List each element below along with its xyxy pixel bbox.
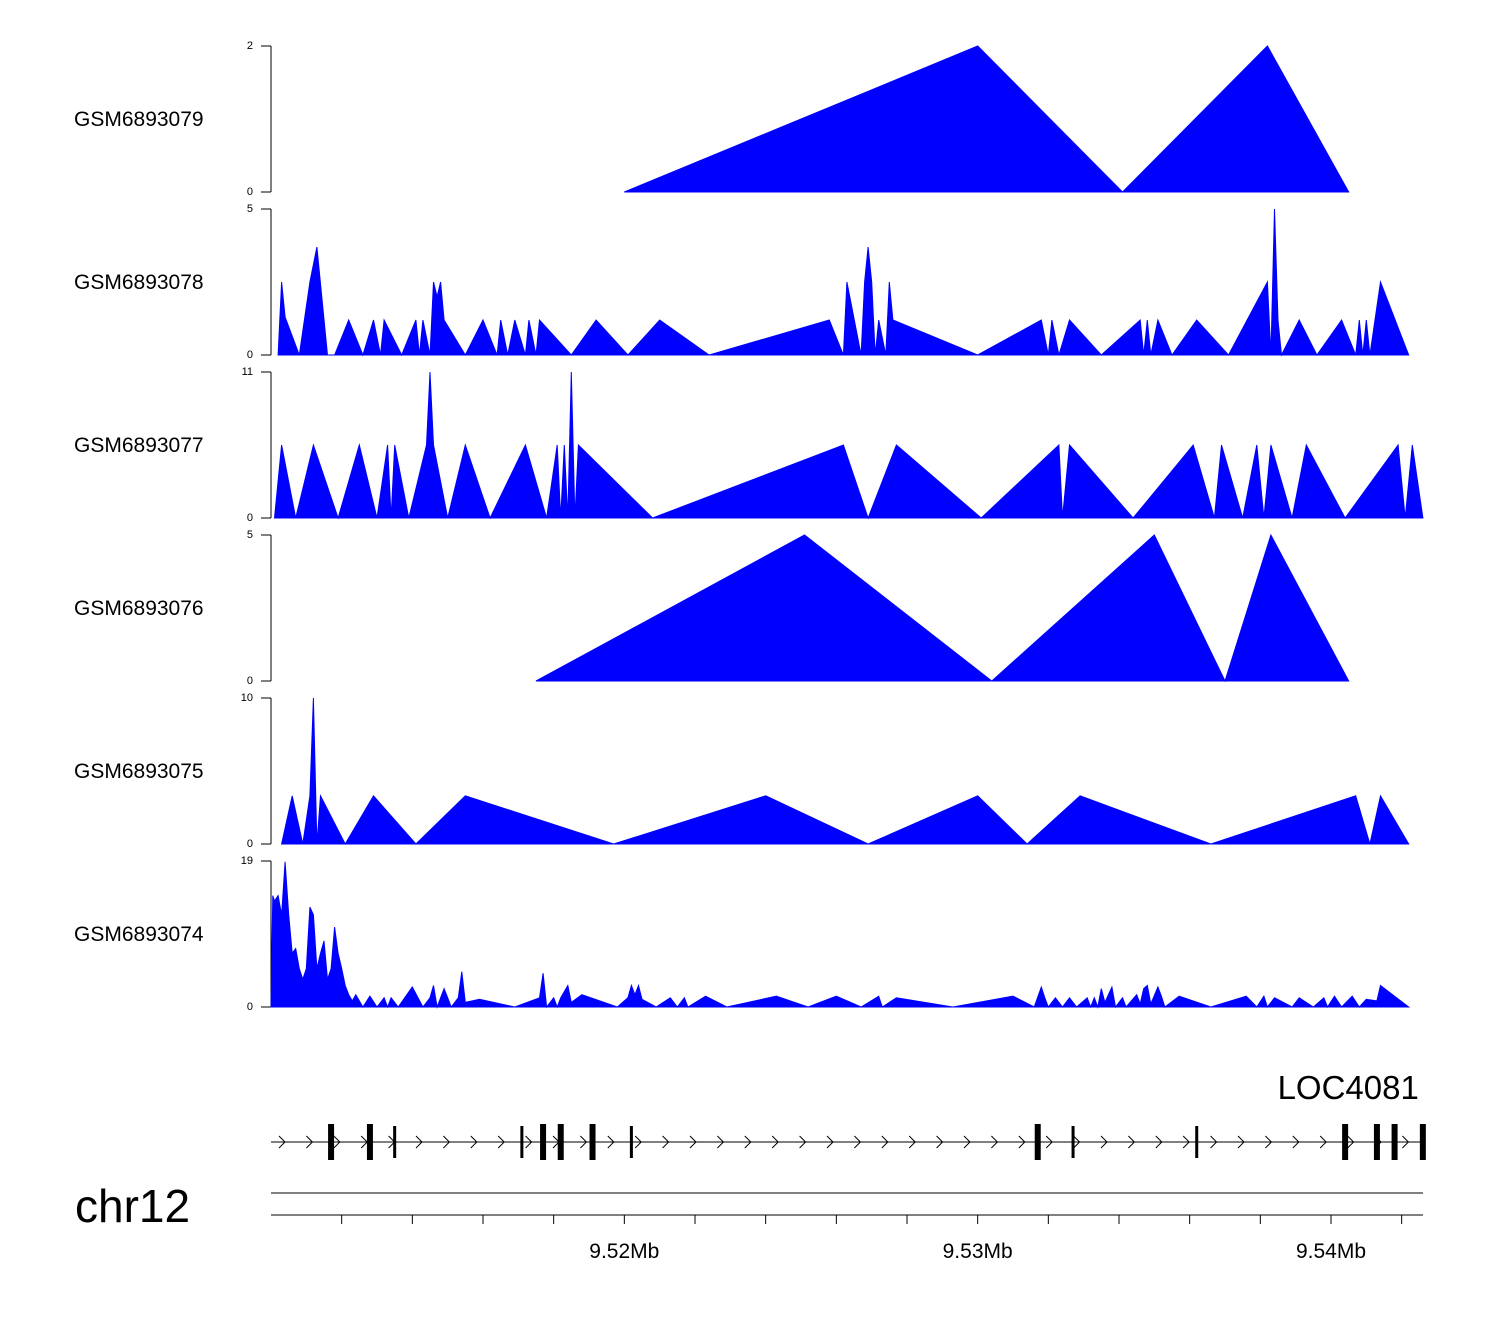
gene-name-label: LOC4081 bbox=[1278, 1069, 1419, 1106]
coverage-area-GSM6893079 bbox=[624, 45, 1350, 193]
chromosome-axis: chr12 9.52Mb 9.53Mb 9.54Mb bbox=[75, 1180, 1423, 1263]
track-GSM6893077: GSM6893077 11 0 bbox=[74, 366, 1424, 524]
strand-arrow bbox=[771, 1135, 779, 1149]
strand-arrow bbox=[1402, 1135, 1410, 1149]
exon bbox=[328, 1124, 335, 1160]
coverage-area-GSM6893076 bbox=[535, 533, 1350, 683]
gene-track: LOC4081 bbox=[271, 1069, 1426, 1160]
y-axis-min-label: 0 bbox=[247, 349, 253, 361]
strand-arrow bbox=[963, 1135, 971, 1149]
track-GSM6893078: GSM6893078 5 0 bbox=[74, 203, 1410, 361]
exon bbox=[589, 1124, 596, 1160]
y-axis-max-label: 2 bbox=[247, 40, 253, 52]
exon bbox=[366, 1124, 373, 1160]
strand-arrow bbox=[1237, 1135, 1245, 1149]
exon bbox=[1342, 1124, 1349, 1160]
strand-arrow bbox=[662, 1135, 670, 1149]
exon bbox=[1034, 1124, 1041, 1160]
coverage-area-GSM6893075 bbox=[280, 697, 1410, 846]
coverage-area-GSM6893077 bbox=[273, 371, 1424, 520]
strand-arrow bbox=[607, 1135, 615, 1149]
exon bbox=[1391, 1124, 1398, 1160]
coverage-area-GSM6893078 bbox=[277, 208, 1410, 357]
strand-arrow bbox=[525, 1135, 533, 1149]
strand-arrow bbox=[1100, 1135, 1108, 1149]
exon bbox=[393, 1126, 397, 1158]
strand-arrow bbox=[799, 1135, 807, 1149]
strand-arrow bbox=[908, 1135, 916, 1149]
strand-arrow bbox=[936, 1135, 944, 1149]
strand-arrow bbox=[991, 1135, 999, 1149]
y-axis-max-label: 11 bbox=[242, 366, 253, 378]
y-axis-min-label: 0 bbox=[247, 675, 253, 687]
strand-arrow bbox=[443, 1135, 451, 1149]
y-axis-min-label: 0 bbox=[247, 838, 253, 850]
y-axis-max-label: 5 bbox=[247, 203, 253, 215]
strand-arrow bbox=[744, 1135, 752, 1149]
strand-arrow bbox=[634, 1135, 642, 1149]
strand-arrow bbox=[1155, 1135, 1163, 1149]
strand-arrow bbox=[306, 1135, 314, 1149]
strand-arrow bbox=[881, 1135, 889, 1149]
exon bbox=[520, 1126, 524, 1158]
track-GSM6893074: GSM6893074 19 0 bbox=[74, 855, 1411, 1013]
strand-arrow bbox=[278, 1135, 286, 1149]
strand-arrow bbox=[689, 1135, 697, 1149]
exon bbox=[1071, 1126, 1075, 1158]
track-label: GSM6893079 bbox=[74, 108, 204, 131]
strand-arrow bbox=[1182, 1135, 1190, 1149]
strand-arrow bbox=[1128, 1135, 1136, 1149]
exon bbox=[629, 1126, 633, 1158]
strand-arrow bbox=[415, 1135, 423, 1149]
track-GSM6893076: GSM6893076 5 0 bbox=[74, 529, 1350, 687]
strand-arrow bbox=[1265, 1135, 1273, 1149]
strand-arrow bbox=[1045, 1135, 1053, 1149]
track-GSM6893075: GSM6893075 10 0 bbox=[74, 692, 1410, 850]
strand-arrow bbox=[1210, 1135, 1218, 1149]
strand-arrow bbox=[1347, 1135, 1355, 1149]
exon bbox=[540, 1124, 547, 1160]
strand-arrow bbox=[497, 1135, 505, 1149]
track-GSM6893079: GSM6893079 2 0 bbox=[74, 40, 1350, 198]
y-axis-max-label: 19 bbox=[241, 855, 253, 867]
track-label: GSM6893076 bbox=[74, 597, 204, 620]
y-axis-max-label: 10 bbox=[241, 692, 253, 704]
strand-arrow bbox=[333, 1135, 341, 1149]
strand-arrow bbox=[854, 1135, 862, 1149]
exon bbox=[1419, 1124, 1426, 1160]
axis-tick-label: 9.53Mb bbox=[943, 1240, 1013, 1263]
strand-arrow bbox=[1292, 1135, 1300, 1149]
exon bbox=[1373, 1124, 1380, 1160]
coverage-tracks: GSM689307920GSM689307850GSM6893077110GSM… bbox=[74, 40, 1424, 1013]
track-label: GSM6893078 bbox=[74, 271, 204, 294]
y-axis-max-label: 5 bbox=[247, 529, 253, 541]
coverage-area-GSM6893074 bbox=[270, 861, 1411, 1009]
exon bbox=[1195, 1126, 1199, 1158]
track-label: GSM6893077 bbox=[74, 434, 204, 457]
strand-arrow bbox=[470, 1135, 478, 1149]
y-axis-min-label: 0 bbox=[247, 186, 253, 198]
strand-arrow bbox=[826, 1135, 834, 1149]
strand-arrow bbox=[580, 1135, 588, 1149]
strand-arrow bbox=[1073, 1135, 1081, 1149]
y-axis-min-label: 0 bbox=[247, 512, 253, 524]
strand-arrow bbox=[1018, 1135, 1026, 1149]
track-label: GSM6893075 bbox=[74, 760, 204, 783]
chromosome-label: chr12 bbox=[75, 1180, 190, 1232]
axis-tick-label: 9.52Mb bbox=[589, 1240, 659, 1263]
y-axis-min-label: 0 bbox=[247, 1001, 253, 1013]
track-label: GSM6893074 bbox=[74, 923, 204, 946]
axis-tick-label: 9.54Mb bbox=[1296, 1240, 1366, 1263]
exon bbox=[557, 1124, 564, 1160]
strand-arrow bbox=[1319, 1135, 1327, 1149]
strand-arrow bbox=[717, 1135, 725, 1149]
